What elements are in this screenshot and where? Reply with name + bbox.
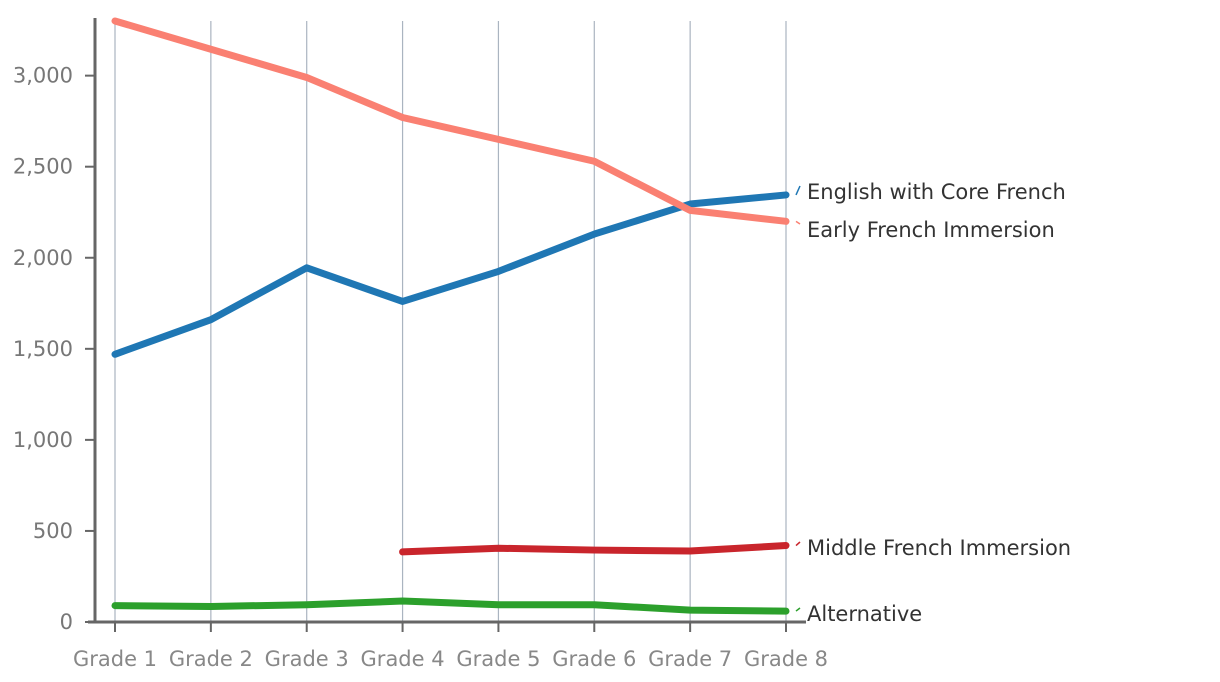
series-label: Alternative bbox=[807, 602, 922, 626]
series-label-connector bbox=[795, 607, 801, 612]
x-tick-label: Grade 6 bbox=[552, 647, 636, 671]
y-tick-label: 3,000 bbox=[13, 64, 73, 88]
series-lines bbox=[111, 17, 790, 615]
series-line bbox=[111, 597, 790, 615]
x-tick-label: Grade 3 bbox=[265, 647, 349, 671]
axes bbox=[85, 18, 806, 632]
series-line bbox=[111, 191, 790, 358]
series-labels: English with Core French Early French Imm… bbox=[795, 180, 1071, 626]
x-tick-labels: Grade 1 Grade 2 Grade 3 Grade 4 Grade 5 Grade… bbox=[73, 647, 828, 671]
y-tick-labels: 0 500 1,000 1,500 2,000 2,500 3,000 bbox=[13, 64, 73, 634]
series-label-connector bbox=[795, 185, 801, 196]
series-label-connector bbox=[795, 220, 801, 225]
x-tick-label: Grade 1 bbox=[73, 647, 157, 671]
x-tick-label: Grade 5 bbox=[456, 647, 540, 671]
y-tick-label: 2,000 bbox=[13, 246, 73, 270]
x-tick-label: Grade 4 bbox=[361, 647, 445, 671]
y-tick-label: 0 bbox=[60, 610, 73, 634]
series-line bbox=[111, 17, 790, 225]
series-label: Middle French Immersion bbox=[807, 536, 1071, 560]
series-label-connector bbox=[795, 541, 801, 547]
series-label: Early French Immersion bbox=[807, 218, 1055, 242]
x-tick-label: Grade 7 bbox=[648, 647, 732, 671]
gridlines bbox=[114, 21, 787, 622]
x-tick-label: Grade 2 bbox=[169, 647, 253, 671]
y-tick-label: 2,500 bbox=[13, 155, 73, 179]
x-tick-label: Grade 8 bbox=[744, 647, 828, 671]
series-label: English with Core French bbox=[807, 180, 1066, 204]
y-tick-label: 1,500 bbox=[13, 337, 73, 361]
y-tick-label: 500 bbox=[33, 519, 73, 543]
y-tick-label: 1,000 bbox=[13, 428, 73, 452]
series-line bbox=[399, 542, 790, 556]
